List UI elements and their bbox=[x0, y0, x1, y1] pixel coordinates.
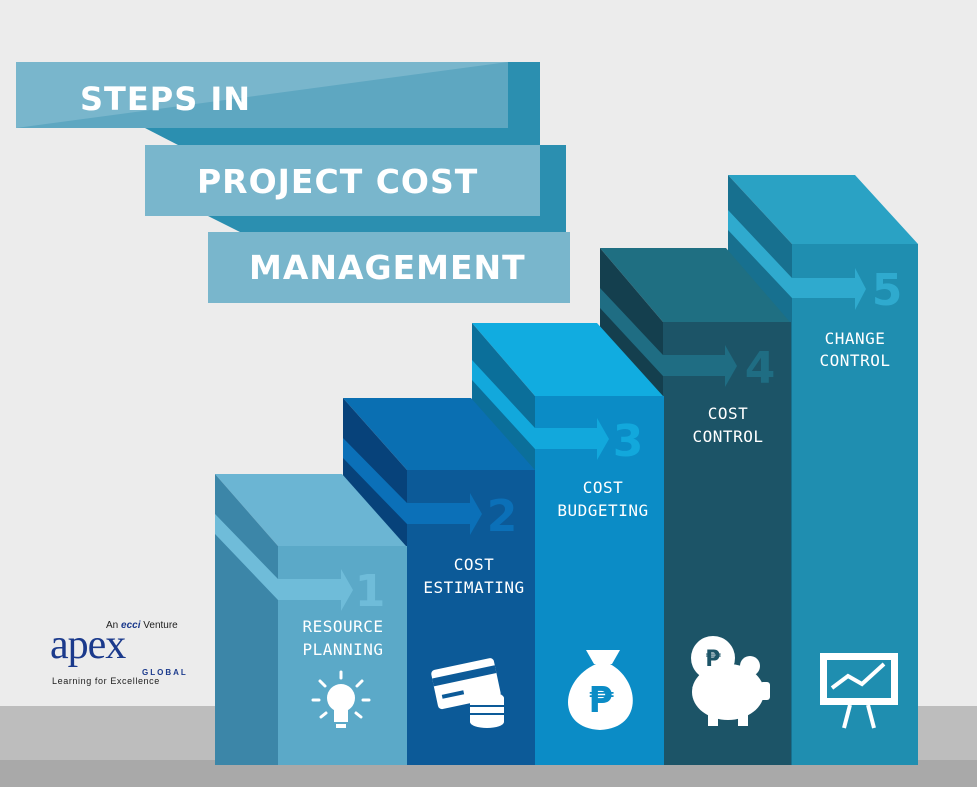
step-1-top bbox=[215, 474, 406, 546]
chart-board-icon bbox=[820, 653, 898, 729]
step-2-label-line-1: COST bbox=[454, 555, 495, 574]
logo-tagline: Learning for Excellence bbox=[52, 676, 160, 686]
step-3-top bbox=[472, 323, 663, 396]
step-3-label-line-1: COST bbox=[583, 478, 624, 497]
logo-venture-suffix: Venture bbox=[143, 620, 178, 631]
logo-venture-brand: ecci bbox=[121, 620, 141, 631]
step-2-arrow bbox=[343, 438, 482, 535]
svg-text:₱: ₱ bbox=[588, 680, 614, 721]
logo-brand: apex bbox=[50, 622, 126, 668]
apex-global-logo: An ecci Venture apex GLOBAL Learning for… bbox=[50, 618, 186, 690]
step-4-top bbox=[600, 248, 790, 322]
logo-venture-line: An ecci Venture bbox=[106, 620, 178, 631]
step-3-number: 3 bbox=[613, 416, 644, 467]
step-5-label-line-1: CHANGE bbox=[825, 329, 886, 348]
money-bag-peso-icon: ₱ bbox=[568, 650, 633, 730]
step-block-1: 1 RESOURCE PLANNING bbox=[215, 474, 407, 765]
step-4-arrow bbox=[600, 288, 737, 387]
title-band-2 bbox=[145, 145, 540, 216]
svg-text:₱: ₱ bbox=[705, 647, 721, 672]
step-1-label-line-1: RESOURCE bbox=[302, 617, 383, 636]
step-4-label-line-1: COST bbox=[708, 404, 749, 423]
title-band-3 bbox=[208, 232, 570, 303]
piggy-bank-peso-icon: ₱ bbox=[691, 636, 770, 726]
title-ribbon: STEPS IN PROJECT COST MANAGEMENT bbox=[16, 62, 570, 303]
credit-card-coins-icon bbox=[431, 658, 504, 728]
step-5-top bbox=[728, 175, 918, 244]
step-2-number: 2 bbox=[487, 491, 518, 542]
step-4-label-line-2: CONTROL bbox=[693, 427, 764, 446]
step-1-label-line-2: PLANNING bbox=[302, 640, 383, 659]
step-3-arrow bbox=[472, 360, 609, 460]
title-line-3: MANAGEMENT bbox=[249, 248, 526, 287]
step-4-number: 4 bbox=[745, 343, 776, 394]
lightbulb-icon bbox=[311, 670, 371, 728]
title-line-2: PROJECT COST bbox=[197, 162, 478, 201]
logo-venture-prefix: An bbox=[106, 620, 119, 631]
step-2-label-line-2: ESTIMATING bbox=[423, 578, 524, 597]
step-5-number: 5 bbox=[872, 265, 903, 316]
step-1-number: 1 bbox=[355, 566, 386, 617]
step-3-label-line-2: BUDGETING bbox=[557, 501, 648, 520]
step-5-label-line-2: CONTROL bbox=[820, 351, 891, 370]
step-5-arrow bbox=[728, 210, 866, 310]
title-line-1: STEPS IN bbox=[80, 80, 251, 118]
title-band-1-shade bbox=[16, 62, 508, 128]
logo-global: GLOBAL bbox=[142, 668, 188, 677]
step-1-arrow bbox=[215, 514, 353, 611]
